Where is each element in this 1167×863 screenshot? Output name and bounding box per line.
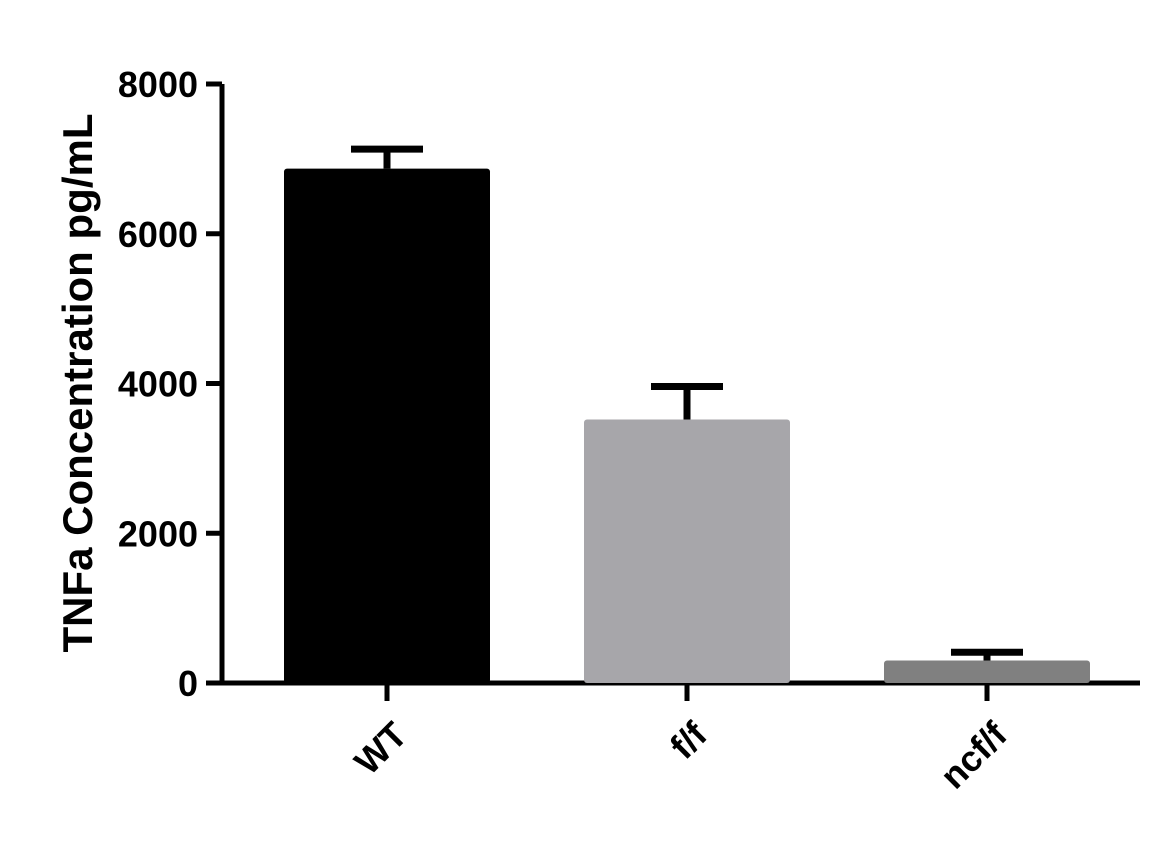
- y-tick-label: 8000: [118, 64, 198, 105]
- y-axis-label: TNFa Concentration pg/mL: [54, 114, 101, 653]
- y-tick-label: 0: [178, 663, 198, 704]
- bar: [284, 168, 490, 683]
- x-tick-label: WT: [346, 714, 415, 783]
- y-tick-label: 6000: [118, 214, 198, 255]
- bar: [584, 419, 790, 683]
- y-tick-label: 4000: [118, 364, 198, 405]
- y-tick-label: 2000: [118, 513, 198, 554]
- x-tick-label: ncf/f: [932, 713, 1015, 796]
- x-tick-label: f/f: [662, 713, 716, 767]
- bar: [884, 660, 1090, 683]
